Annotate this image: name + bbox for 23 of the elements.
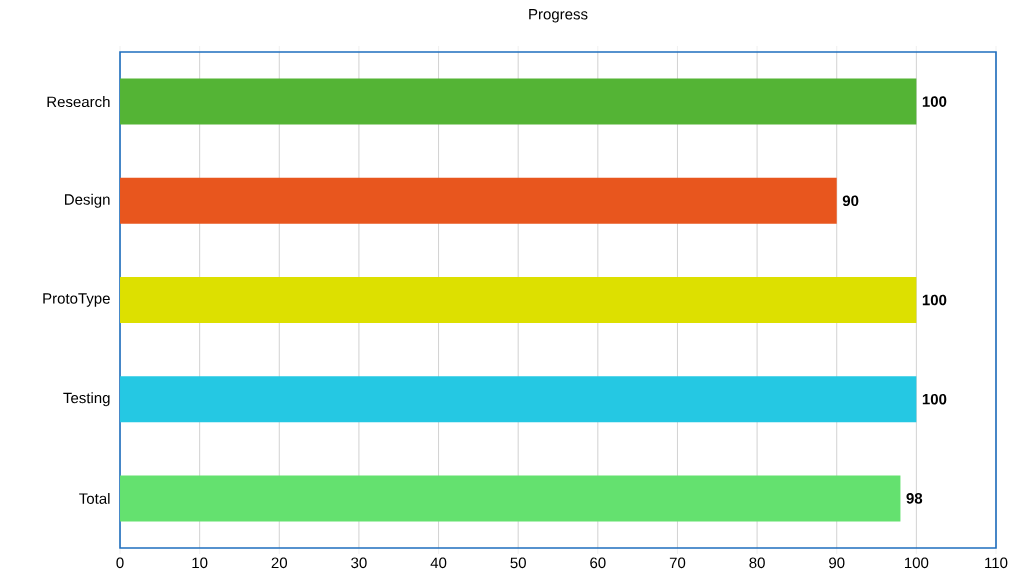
y-tick-label: Testing bbox=[63, 392, 110, 407]
x-tick-label: 100 bbox=[904, 557, 929, 569]
data-label: 100 bbox=[922, 393, 947, 405]
x-tick-label: 110 bbox=[985, 557, 1008, 569]
data-label: 100 bbox=[922, 294, 947, 306]
y-tick-label: ProtoType bbox=[43, 293, 110, 307]
x-tick-label: 0 bbox=[116, 557, 124, 569]
x-tick-label: 20 bbox=[271, 557, 288, 569]
x-tick-label: 50 bbox=[510, 557, 526, 569]
data-label: 90 bbox=[842, 195, 859, 207]
x-tick-label: 80 bbox=[749, 557, 765, 569]
x-tick-label: 60 bbox=[590, 557, 606, 569]
y-tick-label: Design bbox=[65, 193, 110, 208]
x-tick-label: 30 bbox=[351, 557, 367, 569]
x-tick-label: 90 bbox=[829, 557, 845, 569]
x-tick-label: 40 bbox=[430, 557, 447, 569]
x-tick-label: 10 bbox=[192, 557, 208, 569]
chart-title: Progress bbox=[529, 9, 588, 23]
x-tick-label: 70 bbox=[669, 557, 686, 569]
data-label: 100 bbox=[922, 96, 947, 107]
y-tick-label: Total bbox=[79, 492, 110, 504]
data-label: 98 bbox=[906, 493, 923, 504]
y-tick-label: Research bbox=[47, 96, 110, 108]
